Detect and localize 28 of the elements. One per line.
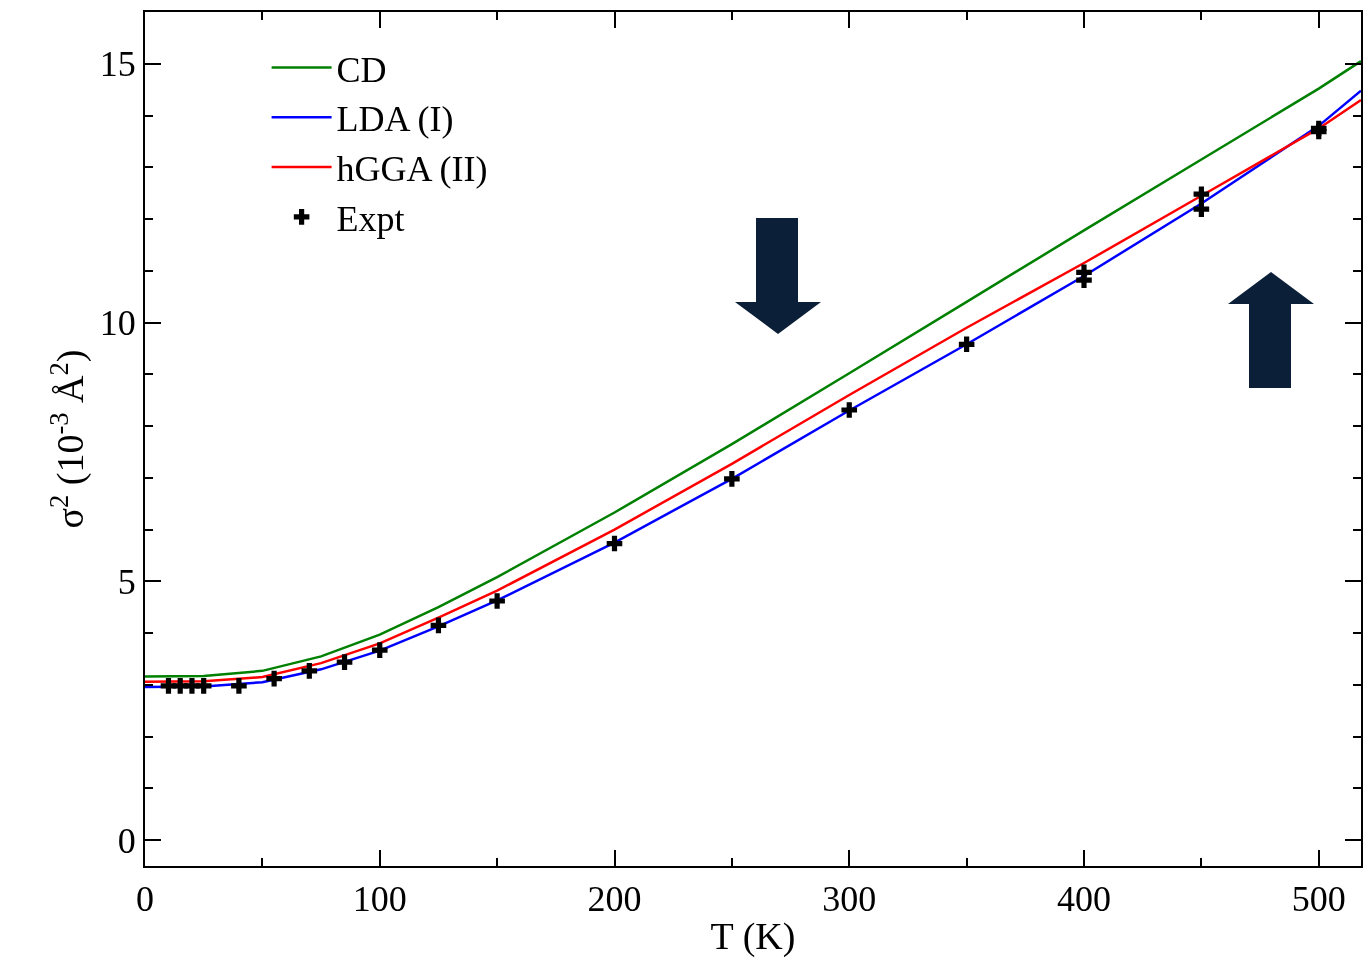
legend-label: Expt: [336, 198, 405, 239]
x-tick-label: 200: [587, 879, 642, 920]
point: [195, 678, 212, 694]
legend-label: hGGA (II): [336, 149, 488, 190]
y-tick-label: 0: [117, 820, 136, 861]
x-tick-label: 100: [352, 879, 407, 920]
point: [1193, 186, 1210, 202]
point: [489, 593, 505, 609]
point: [336, 654, 353, 670]
legend-label: LDA (I): [336, 99, 454, 140]
point: [371, 642, 388, 658]
x-axis-title: T (K): [710, 914, 796, 958]
y-tick-label: 5: [117, 561, 136, 602]
point: [724, 471, 740, 487]
point: [231, 678, 247, 694]
point: [606, 535, 623, 552]
point: [841, 402, 858, 418]
legend-label: CD: [336, 49, 387, 90]
x-tick-label: 500: [1291, 879, 1346, 920]
y-tick-label: 15: [99, 44, 136, 85]
point: [301, 663, 318, 679]
y-tick-label: 10: [99, 303, 136, 344]
x-tick-label: 300: [822, 879, 877, 920]
point: [266, 670, 282, 687]
point: [958, 336, 975, 353]
point: [430, 617, 447, 634]
point: [1193, 201, 1210, 217]
x-tick-label: 400: [1057, 879, 1111, 920]
